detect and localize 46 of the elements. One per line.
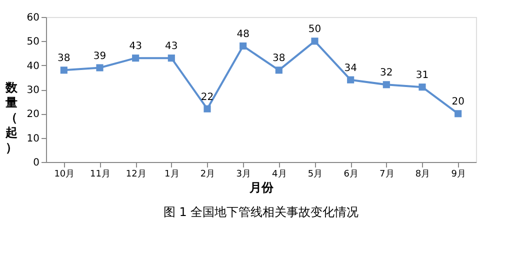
point bbox=[454, 110, 462, 118]
data-label: 48 bbox=[236, 29, 250, 40]
x-tick-label: 1月 bbox=[164, 170, 180, 180]
y-tick-label: 20 bbox=[26, 109, 40, 120]
x-tick-label: 8月 bbox=[415, 170, 430, 180]
point bbox=[240, 42, 247, 50]
data-label: 38 bbox=[58, 53, 70, 64]
x-tick-label: 5月 bbox=[308, 170, 323, 180]
point bbox=[275, 66, 282, 74]
data-label: 39 bbox=[93, 50, 106, 62]
point bbox=[347, 76, 354, 84]
caption: 图 1 全国地下管线相关事故变化情况 bbox=[163, 205, 359, 219]
x-tick-label: 10月 bbox=[54, 170, 75, 180]
x-axis-title: 月份 bbox=[248, 180, 274, 194]
y-tick-label: 30 bbox=[26, 85, 40, 96]
x-tick-label: 4月 bbox=[272, 170, 287, 180]
data-label: 50 bbox=[308, 24, 322, 36]
point bbox=[132, 54, 140, 62]
data-label: 38 bbox=[272, 53, 286, 64]
data-label: 31 bbox=[416, 70, 429, 82]
x-tick-label: 12月 bbox=[126, 170, 146, 180]
point bbox=[311, 38, 318, 45]
x-tick-label: 7月 bbox=[380, 170, 394, 180]
point bbox=[96, 64, 104, 72]
x-tick-label: 3月 bbox=[236, 170, 251, 180]
y-tick-label: 50 bbox=[26, 36, 40, 48]
y-tick-label: 60 bbox=[26, 12, 40, 24]
y-axis-title: 数量（起） bbox=[4, 80, 18, 154]
y-tick-label: 0 bbox=[33, 158, 40, 168]
data-label: 32 bbox=[380, 68, 393, 79]
point bbox=[204, 105, 211, 112]
point bbox=[418, 84, 426, 91]
y-tick-label: 10 bbox=[26, 133, 40, 144]
y-tick-label: 40 bbox=[26, 60, 40, 72]
data-label: 34 bbox=[344, 62, 357, 74]
point bbox=[382, 81, 390, 88]
data-label: 20 bbox=[452, 96, 464, 108]
data-label: 22 bbox=[200, 92, 214, 103]
x-tick-label: 9月 bbox=[451, 170, 466, 180]
point bbox=[60, 66, 68, 74]
x-tick-label: 11月 bbox=[90, 170, 110, 180]
data-label: 43 bbox=[129, 41, 142, 52]
x-tick-label: 2月 bbox=[200, 170, 216, 180]
x-tick-label: 6月 bbox=[344, 170, 358, 180]
point bbox=[168, 54, 175, 62]
data-label: 43 bbox=[165, 41, 178, 52]
